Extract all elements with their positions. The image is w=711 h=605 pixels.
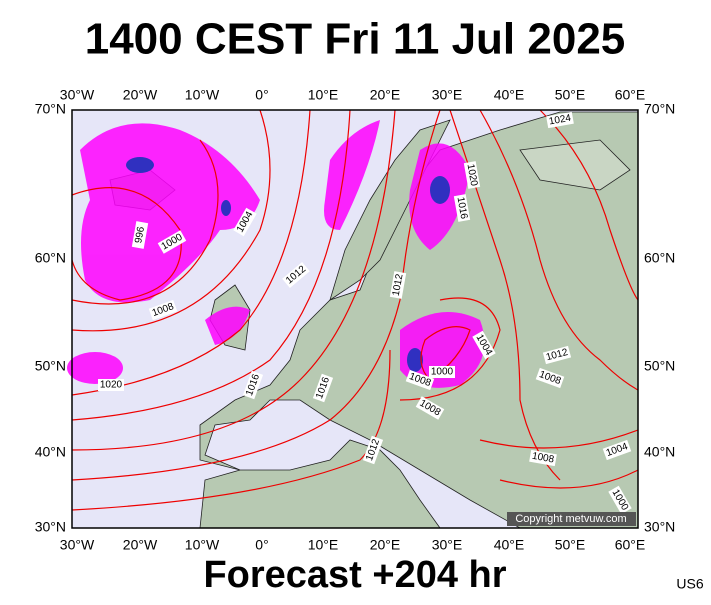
forecast-label: Forecast +204 hr — [203, 554, 506, 596]
isobars — [71, 109, 639, 511]
lat-label-left: 70°N — [35, 101, 66, 117]
isobar-label-text: 1012 — [391, 273, 406, 297]
isobar-label-box — [602, 439, 632, 461]
copyright: Copyright metvuw.com — [515, 513, 626, 525]
lon-label-top: 10°E — [308, 87, 339, 103]
isobar-label-box — [362, 435, 384, 465]
lon-label-bottom: 40°E — [494, 537, 525, 553]
lon-label-bottom: 50°E — [555, 537, 586, 553]
isobar-label-box — [542, 345, 572, 365]
lon-label-bottom: 30°W — [60, 537, 95, 553]
isobar-label-box — [148, 299, 178, 321]
copyright-box — [507, 512, 636, 526]
isobar-label: 1000 — [429, 366, 455, 378]
isobar-label: 1020 — [463, 161, 481, 189]
isobar-label-box — [131, 221, 149, 249]
isobar-label-box — [157, 230, 187, 254]
lon-label-bottom: 0° — [255, 537, 268, 553]
lon-label-top: 30°E — [432, 87, 463, 103]
isobar-label-text: 1016 — [455, 196, 470, 220]
lon-label-top: 10°W — [185, 87, 220, 103]
isobar-label: 1020 — [98, 379, 124, 391]
heavy-precipitation — [126, 157, 450, 372]
model-label: US6 — [676, 576, 703, 592]
isobar-label-box — [472, 330, 496, 360]
isobar-label-box — [405, 369, 435, 391]
isobar-label-box — [415, 396, 445, 420]
title: 1400 CEST Fri 11 Jul 2025 — [85, 15, 626, 64]
isobar-label-text: 1020 — [465, 163, 480, 187]
lat-label-left: 60°N — [35, 250, 66, 266]
isobar-label: 1016 — [453, 194, 471, 222]
isobar-label-box — [98, 379, 124, 391]
isobar-label-box — [282, 262, 310, 288]
isobar-label: 1012 — [542, 345, 572, 365]
isobar-label-box — [242, 370, 264, 400]
lat-label-right: 50°N — [644, 358, 675, 374]
isobar-label-box — [312, 373, 334, 403]
lat-label-right: 40°N — [644, 444, 675, 460]
isobar-label-box — [529, 449, 557, 467]
lon-label-bottom: 10°W — [185, 537, 220, 553]
lon-label-bottom: 60°E — [615, 537, 646, 553]
lat-label-right: 30°N — [644, 519, 675, 535]
isobar-label-text: 1020 — [100, 380, 123, 391]
lon-label-top: 60°E — [615, 87, 646, 103]
isobar-label-box — [233, 207, 257, 237]
lon-label-top: 40°E — [494, 87, 525, 103]
lat-label-left: 30°N — [35, 519, 66, 535]
lat-label-left: 50°N — [35, 358, 66, 374]
isobar-label-box — [429, 366, 455, 378]
isobar-label-box — [535, 367, 565, 389]
lon-label-top: 0° — [255, 87, 268, 103]
lon-label-bottom: 20°W — [123, 537, 158, 553]
isobar-label-box — [389, 271, 407, 299]
lat-label-left: 40°N — [35, 444, 66, 460]
lat-label-right: 70°N — [644, 101, 675, 117]
isobar-label-text: 1008 — [531, 451, 555, 466]
isobar-label-box — [608, 485, 632, 515]
lon-label-top: 20°W — [123, 87, 158, 103]
isobar-label-box — [463, 161, 481, 189]
isobar-label-text: 1000 — [431, 367, 454, 378]
lat-label-right: 60°N — [644, 250, 675, 266]
isobar-label: 1012 — [389, 271, 407, 299]
lon-label-top: 50°E — [555, 87, 586, 103]
lon-label-bottom: 20°E — [370, 537, 401, 553]
isobar-label: 1024 — [546, 111, 574, 129]
lon-label-bottom: 10°E — [308, 537, 339, 553]
lon-label-top: 20°E — [370, 87, 401, 103]
isobar-label: 996 — [131, 221, 149, 249]
isobar-label-box — [546, 111, 574, 129]
isobar-label: 1008 — [529, 449, 557, 467]
lon-label-top: 30°W — [60, 87, 95, 103]
isobar-label-text: 1024 — [548, 113, 572, 128]
isobar-label-text: 996 — [133, 225, 147, 244]
frame — [71, 109, 639, 529]
isobar-label-box — [453, 194, 471, 222]
lon-label-bottom: 30°E — [432, 537, 463, 553]
